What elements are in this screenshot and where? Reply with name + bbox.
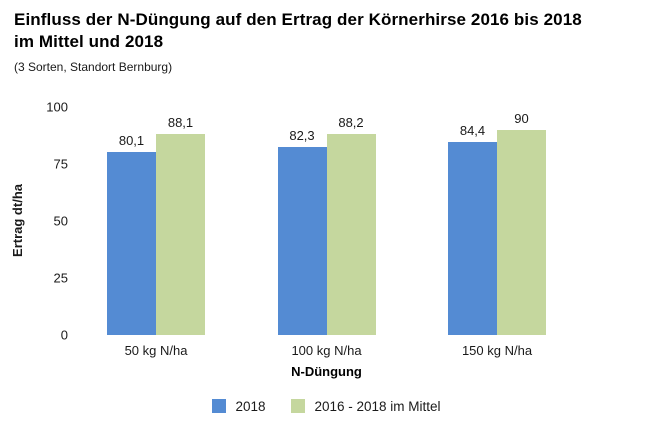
- bar-value-label: 80,1: [118, 133, 145, 149]
- y-tick-75: 75: [53, 156, 68, 172]
- bar-group-100-kg-n-ha: 82,3 88,2 100 kg N/ha: [277, 107, 376, 358]
- bar-2018-1: 80,1: [107, 133, 156, 335]
- bar-2018-2: 82,3: [277, 128, 327, 335]
- plot-area: 80,1 88,1 50 kg N/ha 82,3 88,2 100 kg N/ha 84,…: [80, 107, 640, 358]
- legend-item-2018: 2018: [212, 399, 265, 414]
- chart-area: Ertrag dt/ha 0 25 50 75 100 80,1 88,1 50 kg N/…: [0, 100, 654, 358]
- y-tick-50: 50: [53, 213, 68, 229]
- y-tick-0: 0: [60, 327, 68, 343]
- y-axis-title-text: Ertrag dt/ha: [9, 184, 25, 258]
- legend-label: 2016 - 2018 im Mittel: [314, 398, 441, 414]
- legend-label: 2018: [235, 398, 266, 414]
- chart-title: Einfluss der N-Düngung auf den Ertrag de…: [14, 9, 640, 54]
- x-axis-title: N-Düngung: [291, 363, 362, 379]
- bar-2016-2018-im-mittel-2: 88,2: [326, 115, 376, 335]
- legend: 2018 2016 - 2018 im Mittel: [80, 399, 640, 414]
- chart-title-line1: Einfluss der N-Düngung auf den Ertrag de…: [14, 10, 582, 29]
- bar-2016-2018-im-mittel-1: 88,1: [156, 115, 205, 335]
- y-axis-title: Ertrag dt/ha: [0, 107, 34, 335]
- legend-swatch-icon: [212, 399, 227, 414]
- legend-item-2016-2018-im-mittel: 2016 - 2018 im Mittel: [291, 398, 441, 414]
- bar-value-label: 90: [514, 110, 529, 126]
- x-tick-label: 100 kg N/ha: [291, 342, 362, 358]
- y-tick-100: 100: [46, 99, 68, 115]
- bar-group-50-kg-n-ha: 80,1 88,1 50 kg N/ha: [107, 107, 205, 358]
- chart-title-line2: im Mittel und 2018: [14, 32, 164, 52]
- bar-value-label: 84,4: [459, 123, 486, 139]
- x-tick-label: 50 kg N/ha: [124, 342, 188, 358]
- legend-swatch-icon: [291, 399, 306, 414]
- chart-subtitle: (3 Sorten, Standort Bernburg): [14, 59, 173, 74]
- y-tick-25: 25: [53, 270, 68, 286]
- bar-value-label: 88,2: [338, 114, 364, 130]
- chart-header: Einfluss der N-Düngung auf den Ertrag de…: [0, 0, 654, 74]
- y-axis-ticks: 0 25 50 75 100: [34, 100, 80, 341]
- bar-2018-3: 84,4: [448, 123, 497, 335]
- x-tick-label: 150 kg N/ha: [461, 342, 533, 358]
- bar-value-label: 82,3: [289, 128, 315, 144]
- bar-value-label: 88,1: [167, 115, 194, 131]
- bar-2016-2018-im-mittel-3: 90: [497, 111, 546, 335]
- bar-group-150-kg-n-ha: 84,4 90 150 kg N/ha: [448, 107, 546, 358]
